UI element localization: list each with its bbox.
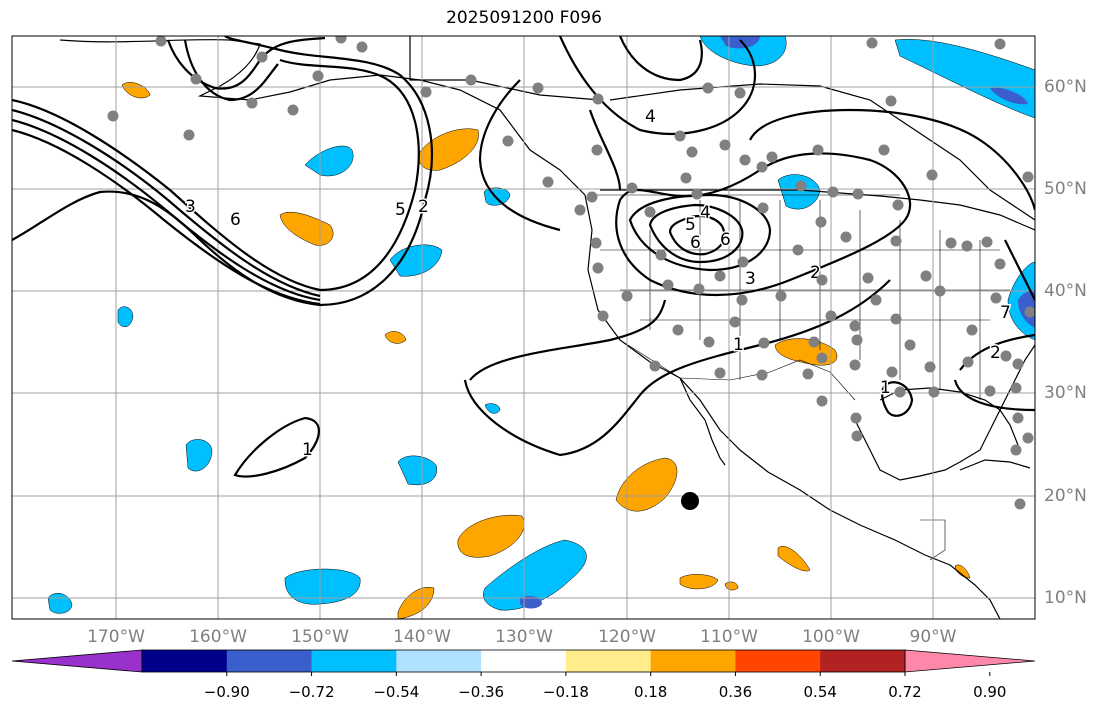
lat-label: 30°N <box>1044 383 1087 403</box>
map-title: 2025091200 F096 <box>446 8 602 28</box>
contours <box>12 36 1035 478</box>
positive-anomaly-patch <box>615 457 678 512</box>
lon-label: 170°W <box>87 627 145 647</box>
contour-label: 3 <box>185 197 196 217</box>
negative-anomaly-patch <box>304 145 354 177</box>
positive-anomaly-patch <box>417 128 479 171</box>
contour-label: 6 <box>690 233 701 253</box>
positive-anomaly-patch <box>724 581 739 591</box>
lon-label: 120°W <box>598 627 656 647</box>
contour-label: 3 <box>745 269 756 289</box>
negative-anomaly-patch <box>185 439 213 472</box>
contour-label: 2 <box>990 343 1001 363</box>
colorbar-segment <box>396 650 482 672</box>
negative-anomaly-patch <box>284 568 361 605</box>
colorbar-segment <box>650 650 736 672</box>
lon-label: 130°W <box>495 627 553 647</box>
colorbar-tick-label: −0.54 <box>373 683 420 701</box>
colorbar-segment <box>820 650 906 672</box>
lon-label: 150°W <box>291 627 349 647</box>
lat-label: 20°N <box>1044 486 1087 506</box>
colorbar-segment <box>311 650 397 672</box>
colorbar-tick-label: 0.90 <box>973 683 1007 701</box>
colorbar-tick-label: 0.72 <box>888 683 922 701</box>
contour-label: 1 <box>880 378 891 398</box>
contour-label: 7 <box>1000 303 1011 323</box>
colorbar-extend-min <box>11 649 143 673</box>
colorbar-tick-label: 0.18 <box>633 683 668 701</box>
negative-anomaly-patch <box>47 592 73 614</box>
colorbar-tick-label: −0.18 <box>542 683 589 701</box>
storm-center-marker <box>681 492 699 510</box>
lon-label: 100°W <box>802 627 860 647</box>
contour-label: 6 <box>720 230 731 250</box>
negative-anomaly-patch <box>720 36 760 49</box>
map-frame <box>11 35 1036 620</box>
lon-label: 160°W <box>189 627 247 647</box>
contour-label: 6 <box>230 210 241 230</box>
lon-label: 110°W <box>700 627 758 647</box>
graticule <box>12 36 1035 619</box>
negative-anomaly-patch <box>117 306 134 328</box>
contour-label: 2 <box>418 197 429 217</box>
negative-anomaly-patch <box>777 174 821 210</box>
negative-anomaly-patch <box>520 596 542 609</box>
contour-label: 4 <box>645 107 656 127</box>
lon-label: 90°W <box>909 627 957 647</box>
colorbar-extend-max <box>904 649 1036 673</box>
negative-anomaly-patch <box>990 87 1028 105</box>
colorbar-tick-label: −0.90 <box>203 683 250 701</box>
contour-label: 5 <box>395 200 406 220</box>
lon-label: 140°W <box>393 627 451 647</box>
colorbar-tick-label: 0.36 <box>718 683 753 701</box>
colorbar-segment <box>142 650 228 672</box>
negative-anomaly-patch <box>483 187 511 206</box>
colorbar <box>11 649 1036 676</box>
colorbar-tick-label: −0.72 <box>288 683 335 701</box>
colorbar-tick-label: −0.36 <box>458 683 505 701</box>
colorbar-segment <box>735 650 821 672</box>
contour-labels: 1 1 1 2 2 2 3 3 4 4 5 5 6 6 6 7 <box>184 106 1013 462</box>
lat-label: 50°N <box>1044 179 1087 199</box>
lat-label: 60°N <box>1044 77 1087 97</box>
positive-anomaly-patch <box>457 514 525 558</box>
coastlines <box>59 36 1035 619</box>
negative-anomaly-patch <box>389 244 443 277</box>
anomaly-shading <box>47 36 1035 619</box>
station-dots <box>107 36 1035 510</box>
colorbar-segment <box>226 650 313 672</box>
positive-anomaly-patch <box>774 338 838 366</box>
positive-anomaly-patch <box>954 564 971 579</box>
positive-anomaly-patch <box>679 574 719 590</box>
contour-label: 4 <box>700 203 711 223</box>
lat-label: 40°N <box>1044 281 1087 301</box>
negative-anomaly-patch <box>397 455 438 486</box>
lat-label: 10°N <box>1044 588 1087 608</box>
contour-label: 5 <box>685 215 696 235</box>
negative-anomaly-patch <box>483 539 587 611</box>
negative-anomaly-patch <box>894 39 1035 119</box>
positive-anomaly-patch <box>384 331 407 344</box>
positive-anomaly-patch <box>397 586 435 619</box>
colorbar-tick-label: 0.54 <box>803 683 837 701</box>
contour-label: 1 <box>302 440 313 460</box>
positive-anomaly-patch <box>777 546 811 572</box>
colorbar-segment <box>481 650 567 672</box>
positive-anomaly-patch <box>121 82 151 99</box>
positive-anomaly-patch <box>279 211 334 246</box>
contour-label: 1 <box>733 335 744 355</box>
negative-anomaly-patch <box>484 403 501 414</box>
colorbar-segment <box>565 650 652 672</box>
